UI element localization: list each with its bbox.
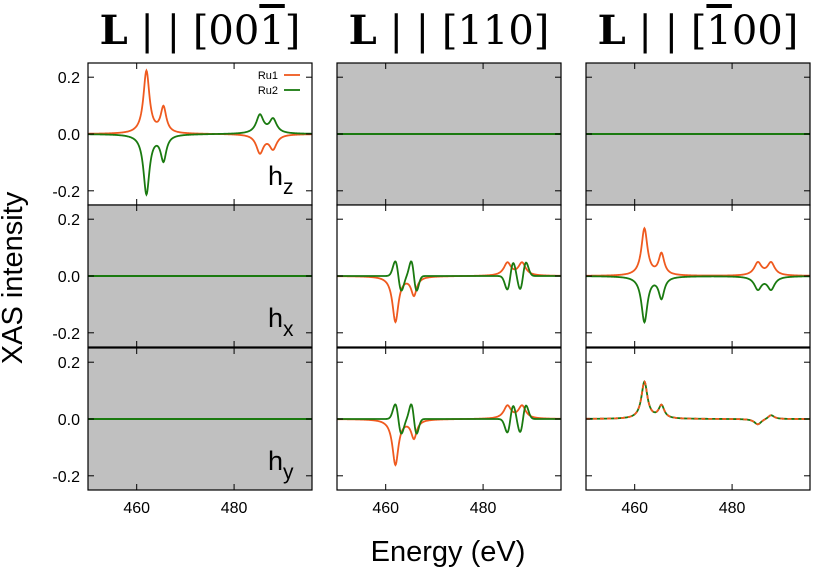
y-tick-label: 0.0 [58,127,80,144]
panel-grid: -0.20.00.2hzRu1Ru2-0.20.00.2hx-0.20.00.2… [52,62,811,517]
panel-r3-c3: 460 480 [585,347,811,517]
column-titles: L | | [001] L | | [110] L | | [100] [100,7,799,54]
title-rest: | | [110] [377,8,550,54]
y-tick-label: 0.2 [58,212,80,229]
y-axis-label: XAS intensity [0,191,29,364]
row-label-hy: hy [268,446,294,484]
y-tick-label: -0.2 [52,326,80,343]
x-tick-label: 460 [621,500,648,517]
series-ru2-line [586,275,811,324]
legend-label-ru1: Ru1 [258,70,278,82]
panel-r3-c2: 460 480 [336,347,562,517]
column-title-2: L | | [110] [349,7,550,54]
title-bold: L [100,7,128,54]
title-overbar-digit: 1 [259,8,284,54]
x-tick-label: 480 [719,500,746,517]
row-label-hx: hx [268,303,294,341]
title-rest: | | [ [626,8,707,54]
series-ru2-line [87,113,313,197]
series-ru1-line [586,226,811,277]
column-title-3: L | | [100] [598,7,799,54]
x-tick-label: 480 [221,500,248,517]
panel-r1-c2 [336,62,562,206]
title-end: ] [285,8,301,54]
title-end: 00] [732,8,799,54]
column-title-1: L | | [001] [100,7,301,54]
y-tick-label: 0.2 [58,355,80,372]
row-label-hz: hz [268,161,294,199]
y-tick-label: 0.0 [58,412,80,429]
x-tick-label: 460 [123,500,150,517]
x-axis-label: Energy (eV) [371,536,526,568]
series-ru1-line [586,380,810,426]
title-bold: L [349,7,377,54]
panel-r3-c1: -0.2 0.0 0.2 460 480 hy [52,347,313,517]
title-rest: | | [00 [128,8,260,54]
y-tick-label: 0.2 [58,70,80,87]
title-overbar-digit: 1 [706,8,731,54]
x-tick-label: 480 [470,500,497,517]
y-tick-label: 0.0 [58,269,80,286]
panel-r1-c3 [585,62,811,206]
legend-label-ru2: Ru2 [258,85,278,97]
panel-r2-c2 [336,204,562,348]
panel-r2-c3 [585,204,811,348]
panel-r2-c1: -0.2 0.0 0.2 hx [52,204,313,348]
y-tick-label: -0.2 [52,184,80,201]
y-tick-label: -0.2 [52,469,80,486]
series-ru2-line [337,403,561,435]
title-bold: L [598,7,626,54]
series-ru2-line [337,260,561,292]
x-tick-label: 460 [372,500,399,517]
